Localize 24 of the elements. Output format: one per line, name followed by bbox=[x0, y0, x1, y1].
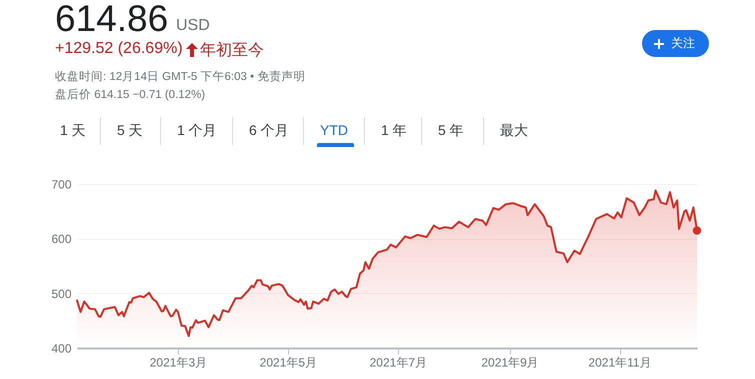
text: 1 个月 bbox=[177, 122, 217, 140]
chart-title: 614.86 bbox=[55, 0, 168, 40]
y-tick-label: 500 bbox=[51, 286, 72, 301]
x-tick-label: 2021年5月 bbox=[260, 356, 318, 370]
x-tick-label: 2021年11月 bbox=[588, 356, 652, 370]
text: 1 年 bbox=[381, 122, 407, 140]
y-tick-label: 400 bbox=[51, 342, 72, 356]
text: 1 天 bbox=[60, 122, 86, 140]
text: YTD bbox=[320, 122, 348, 138]
text: 最大 bbox=[500, 122, 528, 140]
text: 5 天 bbox=[117, 122, 143, 140]
x-tick-label: 2021年7月 bbox=[370, 356, 427, 370]
text: 5 年 bbox=[438, 122, 464, 140]
text: 收盘时间: 12月14日 GMT-5 下午6:03 • 免责声明 bbox=[55, 70, 306, 84]
text: +129.52 (26.69%) bbox=[55, 40, 183, 58]
y-tick-label: 700 bbox=[51, 178, 72, 192]
text: 盘后价 614.15 −0.71 (0.12%) bbox=[55, 88, 206, 102]
text: 6 个月 bbox=[249, 122, 289, 140]
x-tick-label: 2021年3月 bbox=[150, 356, 208, 370]
text: 关注 bbox=[671, 35, 695, 52]
y-tick-label: 600 bbox=[51, 232, 72, 246]
text: 年初至今 bbox=[200, 40, 264, 61]
x-tick-label: 2021年9月 bbox=[481, 356, 539, 370]
text: USD bbox=[176, 17, 210, 35]
